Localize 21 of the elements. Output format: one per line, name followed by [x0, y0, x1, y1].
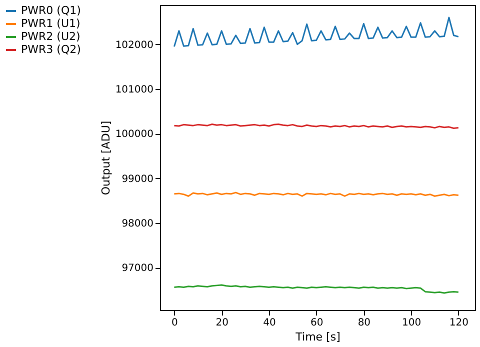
y-axis-title: Output [ADU] — [99, 120, 112, 196]
y-tick-label: 100000 — [115, 129, 154, 140]
x-tick-label: 100 — [402, 318, 422, 328]
x-tick-label: 40 — [263, 318, 276, 328]
x-axis-title: Time [s] — [294, 330, 340, 344]
line-series — [173, 16, 460, 48]
legend-label: PWR2 (U2) — [21, 30, 80, 43]
x-tick-label: 80 — [358, 318, 371, 328]
legend-label: PWR3 (Q2) — [21, 43, 81, 56]
y-tick-label: 98000 — [122, 218, 154, 230]
x-tick-label: 120 — [449, 318, 468, 328]
x-tick-label: 20 — [216, 318, 228, 328]
line-series — [173, 284, 460, 294]
x-tick-label: 60 — [310, 318, 324, 328]
y-tick-label: 102000 — [115, 40, 154, 51]
y-tick-label: 101000 — [115, 84, 154, 96]
legend-label: PWR0 (Q1) — [21, 4, 81, 17]
y-tick-label: 97000 — [122, 263, 154, 274]
y-tick-label: 99000 — [122, 174, 154, 185]
legend-label: PWR1 (U1) — [21, 17, 80, 30]
x-tick-label: 0 — [172, 318, 178, 328]
